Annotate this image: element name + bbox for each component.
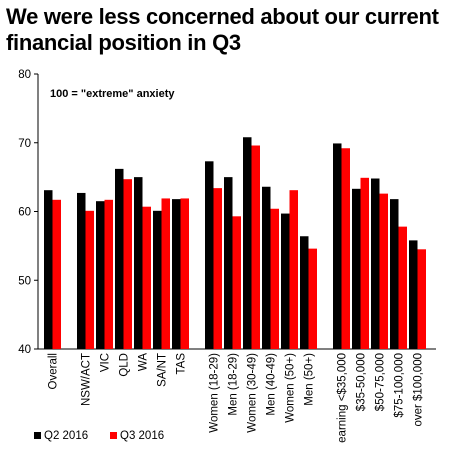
- x-tick-label: earning <$35,000: [337, 353, 349, 443]
- x-tick-label: NSW/ACT: [81, 353, 93, 406]
- bar-q3: [308, 248, 317, 350]
- bar-q3: [52, 199, 61, 349]
- bar-q3: [360, 177, 369, 349]
- bar-q2: [172, 199, 181, 349]
- x-tick-label: over $100,000: [413, 353, 425, 427]
- bar-q2: [115, 168, 124, 350]
- bar-q2: [134, 177, 143, 350]
- legend: Q2 2016 Q3 2016: [34, 430, 164, 442]
- x-tick-label: Overall: [48, 353, 60, 389]
- bar-q3: [379, 193, 388, 349]
- bar-q3: [180, 198, 189, 349]
- x-tick-label: Men (18-29): [228, 353, 240, 416]
- bar-q2: [409, 240, 418, 349]
- bar-q3: [85, 210, 94, 349]
- bar-q3: [398, 226, 407, 350]
- x-tick-label: Men (40-49): [266, 353, 278, 416]
- bar-q2: [205, 161, 214, 349]
- x-tick-labels: Overall NSW/ACT VIC QLD WA SA/NT TAS Women (18-…: [48, 353, 425, 443]
- x-tick-label: Women (50+): [285, 353, 297, 423]
- legend-label-q3: Q3 2016: [120, 430, 164, 442]
- chart-title: We were less concerned about our current…: [6, 4, 439, 55]
- y-tick-label: 70: [18, 138, 31, 150]
- bar-q3: [289, 190, 298, 349]
- bar-q2: [281, 213, 290, 349]
- y-tick-labels: 40 50 60 70 80: [18, 69, 38, 356]
- legend-swatch-q2: [34, 432, 41, 439]
- y-tick-label: 50: [18, 275, 31, 287]
- bar-q3: [142, 206, 151, 349]
- bar-q3: [104, 199, 113, 349]
- bar-q2: [300, 236, 309, 349]
- x-tick-label: Women (18-29): [209, 353, 221, 433]
- bar-q2: [333, 143, 342, 349]
- bar-q2: [44, 190, 53, 349]
- bar-q3: [270, 208, 279, 349]
- x-tick-label: Women (30-49): [247, 353, 259, 433]
- x-tick-label: Men (50+): [304, 353, 316, 406]
- bar-q2: [77, 192, 86, 349]
- bar-q2: [371, 178, 380, 349]
- bar-group: [44, 137, 426, 350]
- bar-q2: [153, 210, 162, 349]
- legend-swatch-q3: [110, 432, 117, 439]
- bar-q3: [161, 198, 170, 349]
- bar-q3: [341, 148, 350, 349]
- y-tick-label: 60: [18, 207, 31, 219]
- bar-q2: [390, 199, 399, 349]
- bar-q3: [213, 188, 222, 350]
- y-tick-label: 40: [18, 344, 31, 356]
- bar-q2: [352, 188, 361, 349]
- bar-q3: [251, 145, 260, 349]
- bar-q3: [232, 216, 241, 349]
- x-tick-label: SA/NT: [157, 353, 169, 387]
- x-tick-label: VIC: [100, 353, 112, 372]
- y-tick-label: 80: [18, 69, 31, 81]
- x-tick-label: $50-75,000: [375, 353, 387, 411]
- x-tick-label: QLD: [119, 353, 131, 377]
- bar-q3: [417, 249, 426, 349]
- x-tick-label: WA: [138, 353, 150, 371]
- x-tick-label: $35-50,000: [356, 353, 368, 411]
- bar-q2: [243, 137, 252, 349]
- x-tick-label: TAS: [176, 353, 188, 375]
- bar-q2: [96, 201, 105, 349]
- x-tick-label: $75-100,000: [394, 353, 406, 418]
- bar-q2: [224, 177, 233, 350]
- bar-q3: [123, 179, 132, 349]
- bar-q2: [262, 186, 271, 349]
- scale-annotation: 100 = "extreme" anxiety: [50, 88, 175, 100]
- legend-label-q2: Q2 2016: [44, 430, 88, 442]
